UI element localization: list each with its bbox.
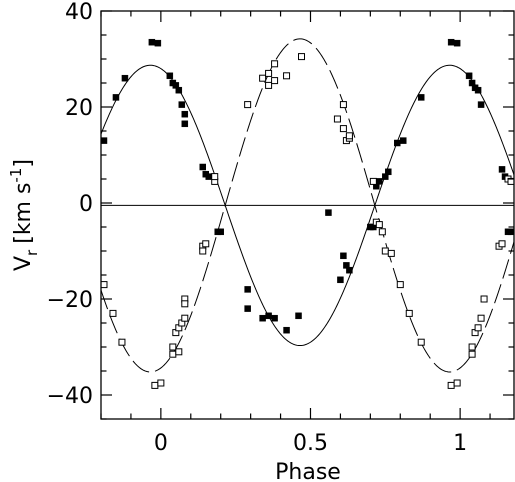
- primary-data-point: [465, 72, 473, 80]
- secondary-data-point: [271, 77, 279, 85]
- secondary-data-point: [175, 348, 183, 356]
- secondary-data-point: [339, 125, 347, 133]
- primary-data-point: [346, 266, 353, 274]
- secondary-data-point: [244, 101, 252, 109]
- primary-data-point: [325, 209, 332, 216]
- primary-data-point: [477, 101, 485, 108]
- secondary-data-point: [265, 69, 273, 77]
- secondary-data-point: [151, 381, 159, 389]
- primary-data-point: [474, 86, 482, 94]
- secondary-data-point: [396, 281, 404, 289]
- primary-data-point: [283, 326, 290, 334]
- primary-data-point: [394, 139, 401, 147]
- secondary-orbit-curve: [101, 38, 514, 373]
- secondary-data-point: [169, 343, 177, 351]
- x-axis-title: Phase: [275, 460, 341, 482]
- secondary-data-point: [265, 81, 273, 89]
- primary-data-point: [340, 252, 347, 260]
- secondary-data-point: [375, 221, 383, 229]
- secondary-data-point: [157, 379, 165, 387]
- secondary-data-point: [259, 74, 267, 82]
- secondary-data-point: [181, 300, 189, 308]
- primary-data-point: [178, 101, 186, 108]
- secondary-data-point: [271, 60, 279, 68]
- primary-data-point: [507, 228, 514, 236]
- primary-data-point: [453, 39, 461, 47]
- primary-data-point: [498, 166, 506, 173]
- secondary-data-point: [381, 247, 389, 255]
- axis-ticks: [100, 10, 514, 420]
- y-axis-unit-text: [km s: [11, 183, 36, 244]
- secondary-data-point: [474, 324, 482, 332]
- primary-data-point: [154, 39, 162, 47]
- secondary-data-point: [109, 309, 117, 317]
- y-tick-label: −40: [47, 384, 93, 409]
- secondary-data-point: [211, 173, 219, 181]
- secondary-data-point: [298, 53, 306, 61]
- secondary-data-point: [199, 247, 207, 255]
- x-tick-label: 0: [154, 431, 168, 456]
- primary-data-point: [244, 286, 251, 293]
- primary-data-point: [205, 173, 212, 180]
- secondary-data-point: [468, 343, 476, 351]
- secondary-data-point: [468, 350, 476, 358]
- secondary-data-point: [369, 177, 377, 185]
- secondary-data-point: [453, 379, 461, 387]
- secondary-data-point: [118, 338, 126, 346]
- primary-data-point: [417, 94, 425, 101]
- plot-frame: [100, 10, 515, 420]
- secondary-data-point: [181, 314, 189, 322]
- x-tick-label: 1: [453, 431, 467, 456]
- primary-data-point: [148, 38, 156, 46]
- y-axis-symbol: V: [11, 256, 36, 271]
- primary-data-point: [337, 276, 344, 284]
- secondary-data-point: [378, 228, 386, 236]
- secondary-data-point: [387, 249, 395, 257]
- primary-data-point: [244, 305, 251, 312]
- secondary-data-point: [480, 295, 488, 303]
- primary-data-point: [400, 137, 407, 144]
- primary-data-point: [265, 312, 272, 320]
- primary-data-point: [181, 120, 189, 128]
- primary-data-point: [447, 38, 455, 46]
- secondary-data-point: [417, 338, 425, 346]
- primary-data-point: [175, 86, 183, 94]
- primary-data-point: [112, 94, 120, 101]
- primary-data-point: [101, 137, 108, 144]
- secondary-data-point: [101, 281, 108, 289]
- secondary-data-point: [169, 350, 177, 358]
- secondary-data-point: [477, 314, 485, 322]
- secondary-data-point: [333, 115, 341, 123]
- primary-data-point: [199, 163, 206, 171]
- primary-data-point: [259, 314, 266, 322]
- primary-data-point: [121, 74, 129, 82]
- plot-layer: [101, 38, 514, 389]
- secondary-data-point: [498, 240, 506, 248]
- x-tick-label: 0.5: [293, 431, 328, 456]
- primary-data-point: [217, 228, 224, 236]
- primary-data-point: [295, 312, 302, 320]
- y-axis-subscript: r: [23, 249, 41, 256]
- secondary-data-point: [339, 101, 347, 109]
- primary-data-point: [181, 110, 189, 118]
- y-tick-label: 0: [79, 192, 93, 217]
- primary-data-point: [385, 168, 392, 176]
- y-tick-label: 40: [65, 0, 93, 25]
- primary-data-point: [376, 178, 383, 185]
- primary-data-point: [166, 72, 174, 80]
- y-axis-unit-exponent: -1: [7, 168, 25, 183]
- secondary-data-point: [202, 240, 210, 248]
- y-tick-label: −20: [47, 288, 93, 313]
- secondary-data-point: [345, 132, 353, 140]
- secondary-data-point: [447, 381, 455, 389]
- primary-data-point: [271, 314, 278, 322]
- y-tick-label: 20: [65, 96, 93, 121]
- secondary-data-point: [405, 309, 413, 317]
- y-axis-unit-close: ]: [11, 159, 36, 168]
- secondary-data-point: [283, 72, 291, 80]
- y-axis-title: Vr [km s-1]: [7, 159, 41, 271]
